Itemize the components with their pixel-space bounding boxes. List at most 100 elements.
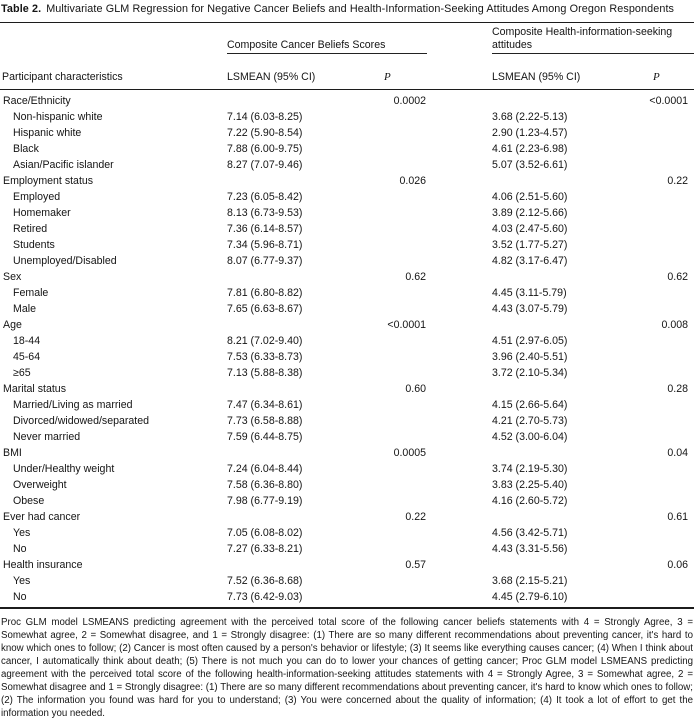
cell-gap bbox=[427, 173, 492, 189]
cell-p-1 bbox=[360, 589, 427, 605]
cell-p-2 bbox=[625, 493, 694, 509]
cell-gap bbox=[427, 573, 492, 589]
cell-lsmean-2: 3.68 (2.15-5.21) bbox=[492, 575, 568, 587]
cell-lsmean-2 bbox=[492, 445, 625, 461]
cell-gap bbox=[427, 93, 492, 109]
cell-lsmean-2: 3.72 (2.10-5.34) bbox=[492, 367, 568, 379]
table-row: Male 7.65 (6.63-8.67) 4.43 (3.07-5.79) bbox=[0, 301, 694, 317]
cell-lsmean-1: 7.53 (6.33-8.73) bbox=[227, 351, 303, 363]
cell-gap bbox=[427, 269, 492, 285]
cell-lsmean-1: 7.14 (6.03-8.25) bbox=[227, 111, 303, 123]
cell-lsmean-2 bbox=[492, 317, 625, 333]
cell-gap bbox=[427, 189, 492, 205]
table-row: Homemaker 8.13 (6.73-9.53) 3.89 (2.12-5.… bbox=[0, 205, 694, 221]
cell-lsmean-2: 4.56 (3.42-5.71) bbox=[492, 527, 568, 539]
cell-lsmean-1 bbox=[227, 173, 360, 189]
cell-p-2 bbox=[625, 429, 694, 445]
cell-p-1: 0.22 bbox=[405, 511, 426, 523]
cell-gap bbox=[427, 301, 492, 317]
row-label: Retired bbox=[13, 223, 48, 235]
cell-lsmean-1 bbox=[227, 317, 360, 333]
row-label: No bbox=[13, 543, 27, 555]
row-label: Yes bbox=[13, 575, 31, 587]
row-label: Employed bbox=[13, 191, 61, 203]
cell-lsmean-1 bbox=[227, 93, 360, 109]
cell-gap bbox=[427, 365, 492, 381]
cell-lsmean-1 bbox=[227, 269, 360, 285]
cell-p-2: 0.61 bbox=[667, 511, 688, 523]
row-label: Homemaker bbox=[13, 207, 71, 219]
cell-p-1: 0.0005 bbox=[393, 447, 426, 459]
cell-p-1 bbox=[360, 109, 427, 125]
cell-lsmean-1: 7.98 (6.77-9.19) bbox=[227, 495, 303, 507]
cell-p-1 bbox=[360, 125, 427, 141]
cell-lsmean-1: 7.73 (6.42-9.03) bbox=[227, 591, 303, 603]
cell-p-1: 0.0002 bbox=[393, 95, 426, 107]
row-label: Non-hispanic white bbox=[13, 111, 103, 123]
cell-gap bbox=[427, 253, 492, 269]
row-label: Race/Ethnicity bbox=[3, 95, 71, 107]
cell-p-1 bbox=[360, 477, 427, 493]
cell-lsmean-1: 7.65 (6.63-8.67) bbox=[227, 303, 303, 315]
cell-p-2: <0.0001 bbox=[649, 95, 688, 107]
table-row: 18-44 8.21 (7.02-9.40) 4.51 (2.97-6.05) bbox=[0, 333, 694, 349]
cell-lsmean-2: 3.52 (1.77-5.27) bbox=[492, 239, 568, 251]
table-row: Age <0.0001 0.008 bbox=[0, 317, 694, 333]
row-label: Yes bbox=[13, 527, 31, 539]
table-row: Non-hispanic white 7.14 (6.03-8.25) 3.68… bbox=[0, 109, 694, 125]
row-label: Age bbox=[3, 319, 22, 331]
cell-p-2 bbox=[625, 573, 694, 589]
row-label: Obese bbox=[13, 495, 45, 507]
table-row: Married/Living as married 7.47 (6.34-8.6… bbox=[0, 397, 694, 413]
table-row: Divorced/widowed/separated 7.73 (6.58-8.… bbox=[0, 413, 694, 429]
cell-lsmean-2: 4.16 (2.60-5.72) bbox=[492, 495, 568, 507]
cell-lsmean-2 bbox=[492, 173, 625, 189]
cell-gap bbox=[427, 333, 492, 349]
row-label: Female bbox=[13, 287, 49, 299]
cell-p-1: <0.0001 bbox=[387, 319, 426, 331]
cell-p-1 bbox=[360, 285, 427, 301]
cell-p-1 bbox=[360, 493, 427, 509]
cell-p-2: 0.28 bbox=[667, 383, 688, 395]
table-row: Never married 7.59 (6.44-8.75) 4.52 (3.0… bbox=[0, 429, 694, 445]
cell-gap bbox=[427, 413, 492, 429]
row-label: Health insurance bbox=[3, 559, 83, 571]
cell-p-2: 0.22 bbox=[667, 175, 688, 187]
table-row: Race/Ethnicity 0.0002 <0.0001 bbox=[0, 93, 694, 109]
row-label: ≥65 bbox=[13, 367, 31, 379]
cell-p-1 bbox=[360, 221, 427, 237]
cell-gap bbox=[427, 285, 492, 301]
table-row: Under/Healthy weight 7.24 (6.04-8.44) 3.… bbox=[0, 461, 694, 477]
cell-lsmean-2: 4.03 (2.47-5.60) bbox=[492, 223, 568, 235]
cell-p-2: 0.06 bbox=[667, 559, 688, 571]
cell-lsmean-1: 7.47 (6.34-8.61) bbox=[227, 399, 303, 411]
cell-lsmean-1: 7.13 (5.88-8.38) bbox=[227, 367, 303, 379]
row-label: Sex bbox=[3, 271, 22, 283]
cell-lsmean-1 bbox=[227, 557, 360, 573]
cell-p-2 bbox=[625, 205, 694, 221]
cell-lsmean-2 bbox=[492, 93, 625, 109]
cell-p-2 bbox=[625, 125, 694, 141]
cell-lsmean-1 bbox=[227, 445, 360, 461]
cell-gap bbox=[427, 157, 492, 173]
cell-p-1 bbox=[360, 189, 427, 205]
cell-p-1 bbox=[360, 413, 427, 429]
table-row: ≥65 7.13 (5.88-8.38) 3.72 (2.10-5.34) bbox=[0, 365, 694, 381]
cell-lsmean-2: 4.61 (2.23-6.98) bbox=[492, 143, 568, 155]
lsmean-header-1: LSMEAN (95% CI) bbox=[227, 71, 316, 83]
cell-lsmean-2: 4.45 (2.79-6.10) bbox=[492, 591, 568, 603]
cell-lsmean-1: 7.34 (5.96-8.71) bbox=[227, 239, 303, 251]
cell-p-2 bbox=[625, 109, 694, 125]
cell-lsmean-2: 4.15 (2.66-5.64) bbox=[492, 399, 568, 411]
row-label: Never married bbox=[13, 431, 81, 443]
row-label: Black bbox=[13, 143, 39, 155]
cell-lsmean-1: 7.36 (6.14-8.57) bbox=[227, 223, 303, 235]
cell-lsmean-2: 4.51 (2.97-6.05) bbox=[492, 335, 568, 347]
table-row: Students 7.34 (5.96-8.71) 3.52 (1.77-5.2… bbox=[0, 237, 694, 253]
cell-p-1 bbox=[360, 429, 427, 445]
cell-p-2 bbox=[625, 141, 694, 157]
cell-p-2 bbox=[625, 221, 694, 237]
cell-p-2: 0.62 bbox=[667, 271, 688, 283]
table-row: Sex 0.62 0.62 bbox=[0, 269, 694, 285]
cell-lsmean-1: 8.27 (7.07-9.46) bbox=[227, 159, 303, 171]
